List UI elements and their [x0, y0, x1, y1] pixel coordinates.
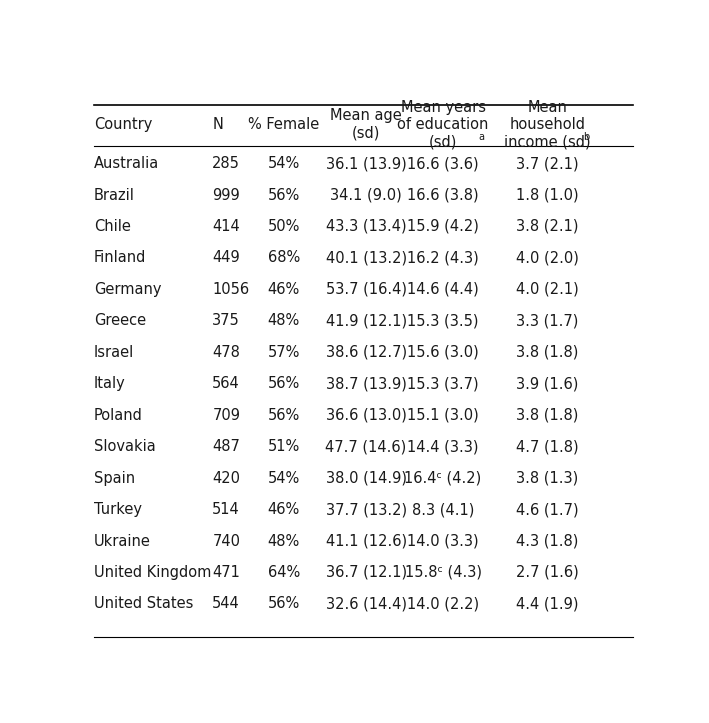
Text: Mean age
(sd): Mean age (sd): [330, 108, 402, 141]
Text: 36.7 (12.1): 36.7 (12.1): [325, 565, 407, 580]
Text: 37.7 (13.2): 37.7 (13.2): [325, 502, 407, 517]
Text: 420: 420: [212, 471, 240, 486]
Text: 3.8 (1.3): 3.8 (1.3): [516, 471, 579, 486]
Text: United States: United States: [94, 596, 194, 612]
Text: 16.4ᶜ (4.2): 16.4ᶜ (4.2): [404, 471, 481, 486]
Text: 3.8 (2.1): 3.8 (2.1): [516, 219, 579, 234]
Text: Chile: Chile: [94, 219, 131, 234]
Text: 40.1 (13.2): 40.1 (13.2): [325, 250, 407, 265]
Text: 57%: 57%: [267, 345, 300, 360]
Text: 8.3 (4.1): 8.3 (4.1): [412, 502, 474, 517]
Text: 41.9 (12.1): 41.9 (12.1): [325, 313, 407, 328]
Text: 449: 449: [212, 250, 240, 265]
Text: 38.6 (12.7): 38.6 (12.7): [325, 345, 407, 360]
Text: 48%: 48%: [267, 534, 300, 549]
Text: 16.6 (3.6): 16.6 (3.6): [407, 156, 479, 171]
Text: 15.3 (3.7): 15.3 (3.7): [407, 376, 479, 391]
Text: 3.7 (2.1): 3.7 (2.1): [516, 156, 579, 171]
Text: 47.7 (14.6): 47.7 (14.6): [325, 439, 407, 454]
Text: 50%: 50%: [267, 219, 300, 234]
Text: 4.4 (1.9): 4.4 (1.9): [516, 596, 579, 612]
Text: 514: 514: [212, 502, 240, 517]
Text: Spain: Spain: [94, 471, 135, 486]
Text: 285: 285: [212, 156, 240, 171]
Text: 564: 564: [212, 376, 240, 391]
Text: 56%: 56%: [267, 408, 300, 423]
Text: 46%: 46%: [267, 282, 300, 297]
Text: 43.3 (13.4): 43.3 (13.4): [326, 219, 406, 234]
Text: 2.7 (1.6): 2.7 (1.6): [516, 565, 579, 580]
Text: a: a: [479, 132, 485, 142]
Text: 15.3 (3.5): 15.3 (3.5): [407, 313, 479, 328]
Text: 14.6 (4.4): 14.6 (4.4): [407, 282, 479, 297]
Text: 54%: 54%: [267, 471, 300, 486]
Text: 15.8ᶜ (4.3): 15.8ᶜ (4.3): [405, 565, 481, 580]
Text: 16.2 (4.3): 16.2 (4.3): [407, 250, 479, 265]
Text: 1.8 (1.0): 1.8 (1.0): [516, 187, 579, 202]
Text: 54%: 54%: [267, 156, 300, 171]
Text: Slovakia: Slovakia: [94, 439, 156, 454]
Text: 4.0 (2.0): 4.0 (2.0): [516, 250, 579, 265]
Text: Finland: Finland: [94, 250, 147, 265]
Text: Country: Country: [94, 117, 152, 132]
Text: 4.7 (1.8): 4.7 (1.8): [516, 439, 579, 454]
Text: b: b: [583, 132, 589, 142]
Text: 15.1 (3.0): 15.1 (3.0): [407, 408, 479, 423]
Text: 14.0 (3.3): 14.0 (3.3): [407, 534, 479, 549]
Text: 478: 478: [212, 345, 240, 360]
Text: Greece: Greece: [94, 313, 146, 328]
Text: Germany: Germany: [94, 282, 162, 297]
Text: 544: 544: [212, 596, 240, 612]
Text: Ukraine: Ukraine: [94, 534, 151, 549]
Text: 375: 375: [212, 313, 240, 328]
Text: 487: 487: [212, 439, 240, 454]
Text: 46%: 46%: [267, 502, 300, 517]
Text: 64%: 64%: [267, 565, 300, 580]
Text: 4.6 (1.7): 4.6 (1.7): [516, 502, 579, 517]
Text: United Kingdom: United Kingdom: [94, 565, 211, 580]
Text: Brazil: Brazil: [94, 187, 135, 202]
Text: 32.6 (14.4): 32.6 (14.4): [325, 596, 406, 612]
Text: Mean years
of education
(sd): Mean years of education (sd): [397, 100, 489, 150]
Text: 53.7 (16.4): 53.7 (16.4): [325, 282, 406, 297]
Text: 68%: 68%: [267, 250, 300, 265]
Text: 709: 709: [212, 408, 240, 423]
Text: 14.0 (2.2): 14.0 (2.2): [407, 596, 479, 612]
Text: N: N: [212, 117, 223, 132]
Text: 56%: 56%: [267, 376, 300, 391]
Text: 38.0 (14.9): 38.0 (14.9): [325, 471, 406, 486]
Text: Australia: Australia: [94, 156, 160, 171]
Text: 414: 414: [212, 219, 240, 234]
Text: 34.1 (9.0): 34.1 (9.0): [330, 187, 402, 202]
Text: 740: 740: [212, 534, 240, 549]
Text: 3.8 (1.8): 3.8 (1.8): [516, 345, 579, 360]
Text: 16.6 (3.8): 16.6 (3.8): [407, 187, 479, 202]
Text: 56%: 56%: [267, 596, 300, 612]
Text: 471: 471: [212, 565, 240, 580]
Text: % Female: % Female: [248, 117, 319, 132]
Text: 48%: 48%: [267, 313, 300, 328]
Text: 3.3 (1.7): 3.3 (1.7): [516, 313, 579, 328]
Text: Mean
household
income (sd): Mean household income (sd): [504, 100, 591, 150]
Text: Italy: Italy: [94, 376, 126, 391]
Text: Turkey: Turkey: [94, 502, 142, 517]
Text: 999: 999: [212, 187, 240, 202]
Text: 36.1 (13.9): 36.1 (13.9): [325, 156, 406, 171]
Text: 3.9 (1.6): 3.9 (1.6): [516, 376, 579, 391]
Text: 41.1 (12.6): 41.1 (12.6): [325, 534, 407, 549]
Text: 51%: 51%: [267, 439, 300, 454]
Text: Israel: Israel: [94, 345, 135, 360]
Text: 14.4 (3.3): 14.4 (3.3): [407, 439, 479, 454]
Text: 56%: 56%: [267, 187, 300, 202]
Text: 1056: 1056: [212, 282, 250, 297]
Text: Poland: Poland: [94, 408, 143, 423]
Text: 36.6 (13.0): 36.6 (13.0): [325, 408, 406, 423]
Text: 4.0 (2.1): 4.0 (2.1): [516, 282, 579, 297]
Text: 38.7 (13.9): 38.7 (13.9): [325, 376, 406, 391]
Text: 4.3 (1.8): 4.3 (1.8): [516, 534, 579, 549]
Text: 15.9 (4.2): 15.9 (4.2): [407, 219, 479, 234]
Text: 15.6 (3.0): 15.6 (3.0): [407, 345, 479, 360]
Text: 3.8 (1.8): 3.8 (1.8): [516, 408, 579, 423]
